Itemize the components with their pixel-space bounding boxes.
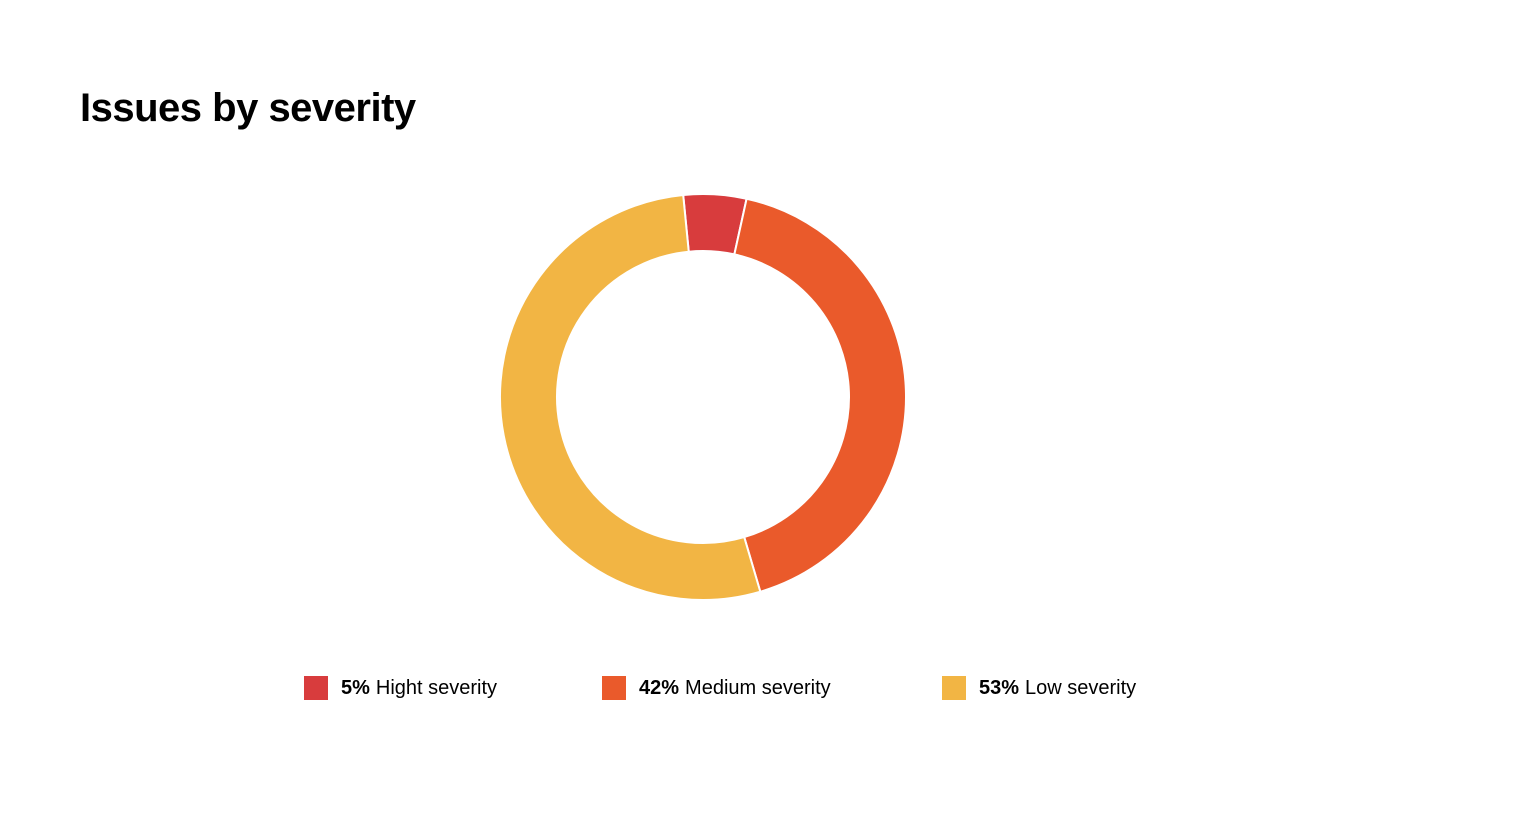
chart-title: Issues by severity <box>80 86 416 130</box>
legend-item-medium: 42% Medium severity <box>602 676 831 700</box>
legend-percent-high: 5% <box>341 676 370 699</box>
legend-percent-medium: 42% <box>639 676 680 699</box>
legend-percent-low: 53% <box>979 676 1020 699</box>
legend-swatch-high <box>304 676 328 700</box>
donut-slice-medium <box>733 197 907 593</box>
legend-label-high: Hight severity <box>375 676 498 699</box>
legend-label-low: Low severity <box>1025 676 1137 699</box>
legend-label-medium: Medium severity <box>685 676 831 699</box>
legend-swatch-low <box>942 676 966 700</box>
legend-swatch-medium <box>602 676 626 700</box>
legend-item-high: 5% Hight severity <box>304 676 497 700</box>
legend-item-low: 53% Low severity <box>942 676 1136 700</box>
donut-slice-low <box>499 193 762 601</box>
